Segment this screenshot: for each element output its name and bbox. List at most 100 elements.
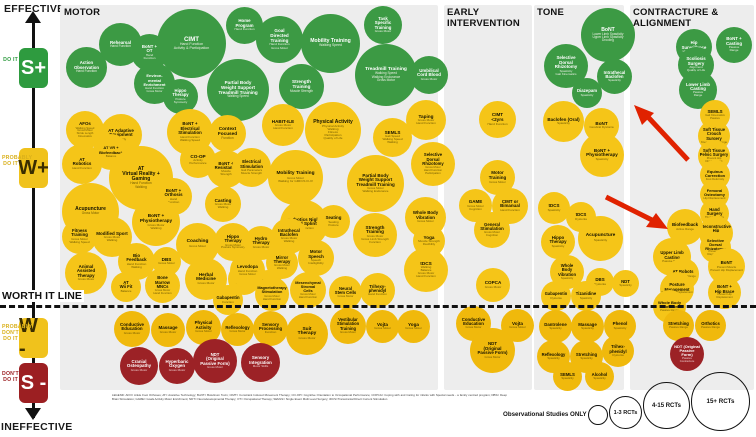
bubble-tone-6[interactable]: BoNT + Physiotherapy Spasticity: [580, 133, 624, 177]
bubble-motor-68[interactable]: Suit Therapy Gross Motor: [286, 313, 328, 355]
bubble-motor-8[interactable]: Partial Body Weight Support Treadmill Tr…: [207, 59, 269, 121]
bubble-motor-75[interactable]: Sensory Integration Motor Skills: [241, 343, 280, 382]
bubble-tone-9[interactable]: Hippo Therapy Spasticity: [541, 225, 575, 259]
bubble-motor-58[interactable]: tDCS Walking Balance Gross Motor Hand Fun…: [404, 248, 448, 292]
bubble-motor-56[interactable]: Mirror Therapy Gross Motor Walking: [266, 247, 298, 279]
bubble-early-4[interactable]: General Stimulation Gross Motor Cognition: [474, 212, 510, 248]
bubble-tone-13[interactable]: NDT Spasticity: [612, 270, 639, 297]
bubble-motor-45[interactable]: Herbal Medicine Gross Motor: [185, 258, 227, 300]
bubble-motor-60[interactable]: Mesenchymal Stromal Cells Gross Motor Han…: [290, 272, 326, 308]
bubble-contracture-13[interactable]: BoNT + Hip Brace Prevent Hip Displacement: [708, 276, 741, 309]
bubble-outcome: Hand Function Walking Speed: [179, 134, 201, 142]
bubble-motor-30[interactable]: Mobility Training Gross Motor Walking for…: [268, 150, 323, 205]
bubble-motor-28[interactable]: SEMLS Gait Speed Walking Speed Walking: [373, 118, 412, 157]
bubble-motor-34[interactable]: Casting Gross Motor Walking: [205, 186, 241, 222]
bubble-motor-70[interactable]: Vojta Gross Motor: [366, 310, 399, 343]
bubble-motor-47[interactable]: Gabapentin Function: [213, 285, 243, 315]
bubble-motor-7[interactable]: Goal Directed Training Hand Function Gros…: [256, 16, 303, 63]
bubble-contracture-20[interactable]: Orthotics Passive Range: [695, 310, 726, 341]
bubble-tone-4[interactable]: Baclofen (Oral) Spasticity: [543, 101, 584, 142]
bubble-outcome: Hand Function Gross Motor: [237, 268, 258, 276]
bubble-motor-10[interactable]: Mobility Training Walking Speed: [301, 14, 360, 73]
bubble-tone-16[interactable]: Dantrolene Spasticity: [539, 310, 572, 343]
bubble-outcome: Gross Motor Cognition: [484, 230, 500, 238]
bubble-motor-67[interactable]: Sensory Processing Function: [253, 311, 288, 346]
bubble-outcome: Hand Function: [500, 207, 520, 212]
bubble-motor-12[interactable]: Treadmill Training Walking Speed Walking …: [355, 44, 417, 106]
bubble-label: Neural Stem Cells: [334, 285, 357, 296]
bubble-outcome: Spasticity: [549, 326, 562, 331]
bubble-contracture-21[interactable]: NDT (Original Passive Form) Passive Contr…: [670, 337, 704, 371]
bubble-tone-22[interactable]: SEMLS Spasticity: [553, 362, 582, 391]
bubble-label: Levodopa: [237, 264, 258, 270]
bubble-tone-7[interactable]: tDCS Spasticity: [538, 192, 570, 224]
bubble-outcome: Gross Motor Gross Limb Strength Function: [361, 234, 389, 245]
bubble-outcome: Gross Motor: [207, 365, 223, 370]
bubble-tone-3[interactable]: Diazepam Spasticity: [572, 78, 602, 108]
bubble-motor-72[interactable]: Cranial Osteopathy Gross Motor: [120, 347, 158, 385]
bubble-motor-36[interactable]: Modified Sport Gross Motor Walking: [92, 217, 132, 257]
bubble-motor-17[interactable]: AT Robotics Hand Function: [62, 144, 102, 184]
bubble-motor-5[interactable]: Hippo Therapy Posture Symmetry: [163, 79, 198, 114]
bubble-motor-26[interactable]: Physical Activity Physical Activity Walki…: [305, 102, 361, 158]
bubble-label: Baclofen (Oral): [547, 116, 580, 122]
bubble-label: Environ- mental Enrichment: [143, 73, 166, 87]
bubble-motor-66[interactable]: Reflexology Gross Motor: [221, 313, 254, 346]
bubble-motor-69[interactable]: Vestibular Stimulation Training Gross Mot…: [330, 308, 366, 344]
bubble-motor-73[interactable]: Hyperbaric Oxygen Gross Motor: [159, 348, 195, 384]
bubble-early-8[interactable]: NDT (Original Passive Form) Gross Motor: [470, 328, 515, 373]
bubble-early-0[interactable]: CIMT <2yrs Hand Function: [479, 101, 516, 138]
bubble-motor-9[interactable]: Strength Training Muscle Strength: [279, 64, 324, 109]
bubble-tone-21[interactable]: Trihex- phenidyl Dystonia: [602, 335, 634, 367]
bubble-contracture-19[interactable]: Stretching Passive Range: [663, 310, 694, 341]
bubble-outcome: Gross Motor Walking: [214, 202, 232, 210]
bubble-motor-43[interactable]: AT Wii Fit Balance: [111, 272, 141, 302]
bubble-motor-44[interactable]: Bone Marrow MNCs Gross Motor Hand Functio…: [145, 268, 180, 303]
bubble-label: Diazepam: [576, 88, 598, 94]
bubble-outcome: Spasticity: [561, 376, 574, 381]
bubble-motor-63[interactable]: Conductive Education Gross Motor: [114, 311, 150, 347]
bubble-motor-13[interactable]: Umbilical Cord Blood Gross Motor: [410, 56, 448, 94]
bubble-motor-55[interactable]: Motor Speech Speech Intelligibility: [298, 240, 334, 276]
column-title-early-intervention: EARLY INTERVENTION: [447, 7, 520, 29]
bubble-label: Coaching: [186, 239, 209, 245]
bubble-motor-64[interactable]: Massage Gross Motor: [151, 313, 185, 347]
bubble-outcome: Hand Function: [167, 196, 180, 204]
bubble-motor-25[interactable]: HABIT-ILE Gross Motor Hand Function: [262, 104, 304, 146]
bubble-motor-14[interactable]: AFOs Walking Speed Gross Motor Stride Len…: [66, 111, 104, 149]
bubble-tone-2[interactable]: Intrathecal Baclofen Spasticity: [597, 59, 632, 94]
bubble-tone-23[interactable]: Alcohol Spasticity: [585, 362, 614, 391]
bubble-label: AT Wii Fit: [119, 280, 133, 290]
bubble-motor-31[interactable]: Partial Body Weight Support Treadmill Tr…: [347, 155, 404, 212]
bubble-outcome: Gross Motor Walking: [274, 263, 290, 271]
bubble-outcome: Gross Motor: [489, 179, 506, 184]
bubble-motor-61[interactable]: Neural Stem Cells Gross Motor: [329, 276, 362, 309]
bubble-motor-52[interactable]: Strength Training Gross Motor Gross Limb …: [353, 213, 397, 257]
bubble-motor-71[interactable]: Yoga Gross Motor: [397, 310, 430, 343]
bubble-motor-74[interactable]: NDT (Original Passive Form) Gross Motor: [193, 339, 237, 383]
bubble-motor-23[interactable]: Electrical Stimulation Gait Parameters Mu…: [232, 148, 271, 187]
grade-side-label-dont-do-it: DON'T DO IT: [2, 371, 19, 383]
bubble-label: Motor Training: [488, 170, 507, 180]
bubble-early-2[interactable]: GAME Gross Motor Cognition: [459, 189, 492, 222]
bubble-label: Vestibular Stimulation Training: [336, 317, 360, 331]
bubble-label: Bio Feedback: [126, 252, 147, 263]
bubble-label: Task Specific Training: [374, 15, 392, 30]
bubble-tone-10[interactable]: Acupuncture Spasticity: [578, 216, 623, 261]
bubble-motor-35[interactable]: Fitness Training Gross Motor Walking Spee…: [62, 219, 97, 254]
bubble-motor-3[interactable]: CIMT Hand Function Activity & Participati…: [157, 9, 226, 78]
bubble-contracture-1[interactable]: BoNT + Casting Passive Range: [716, 27, 752, 63]
bubble-outcome: Active Range: [676, 226, 694, 231]
bubble-motor-33[interactable]: BoNT + Physiotherapy Gross Motor Walking: [132, 198, 180, 246]
bubble-motor-20[interactable]: Context Focused Function: [209, 115, 246, 152]
bubble-motor-29[interactable]: Selective Dorsal Rhizotomy Gross Motor Ha…: [411, 142, 455, 186]
bubble-motor-11[interactable]: Task Specific Training Gross Motor: [364, 6, 402, 44]
bubble-motor-27[interactable]: Taping Gross Motor Hand Function: [406, 100, 446, 140]
bubble-tone-0[interactable]: BoNT Lower Limb Spasticity Upper Limb Spa…: [581, 8, 635, 62]
bubble-early-5[interactable]: COPCA Gross Motor: [476, 268, 510, 302]
bubble-label: Mirror Therapy: [273, 254, 291, 265]
bubble-motor-62[interactable]: Trihexy- phenidyl Hand Function: [360, 273, 395, 308]
bubble-tone-17[interactable]: Massage Spasticity: [571, 310, 604, 343]
bubble-motor-51[interactable]: Seating Seating Posture: [317, 205, 350, 238]
bubble-motor-40[interactable]: Animal Assisted Therapy Gross Motor: [65, 252, 107, 294]
